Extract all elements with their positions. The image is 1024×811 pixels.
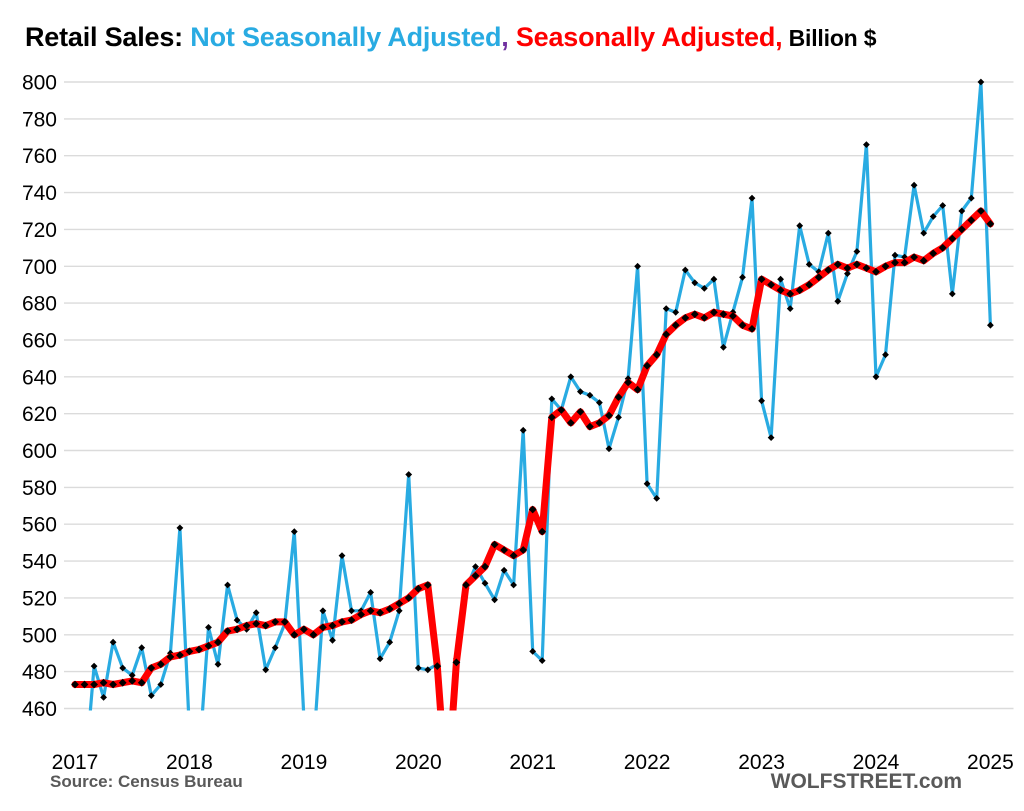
y-tick-label: 760 [22, 145, 57, 168]
y-tick-label: 640 [22, 366, 57, 389]
y-tick-label: 740 [22, 182, 57, 205]
nsa-line-markers [90, 78, 994, 701]
sa-line-markers [71, 207, 995, 689]
x-tick-label: 2018 [166, 751, 213, 774]
y-tick-label: 600 [22, 440, 57, 463]
nsa-line [88, 80, 993, 711]
x-tick-label: 2020 [395, 751, 442, 774]
y-tick-label: 460 [22, 698, 57, 721]
y-tick-label: 620 [22, 403, 57, 426]
y-tick-label: 660 [22, 330, 57, 353]
chart-title: Retail Sales: Not Seasonally Adjusted, S… [25, 22, 876, 53]
y-tick-label: 700 [22, 256, 57, 279]
x-tick-label: 2022 [624, 751, 671, 774]
nsa-line-group [88, 78, 994, 711]
y-tick-label: 580 [22, 477, 57, 500]
title-segment-3: Seasonally Adjusted, [508, 22, 783, 52]
y-tick-label: 800 [22, 72, 57, 95]
y-tick-label: 720 [22, 219, 57, 242]
chart-footer: Source: Census Bureau WOLFSTREET.com [0, 768, 1024, 798]
x-tick-label: 2021 [509, 751, 556, 774]
title-segment-1: Not Seasonally Adjusted [190, 22, 502, 52]
y-tick-label: 780 [22, 108, 57, 131]
x-tick-label: 2025 [967, 751, 1014, 774]
y-tick-label: 520 [22, 587, 57, 610]
title-segment-4: Billion $ [782, 25, 877, 51]
y-tick-label: 500 [22, 624, 57, 647]
sa-line-group [71, 207, 995, 711]
y-tick-label: 680 [22, 293, 57, 316]
x-tick-label: 2019 [281, 751, 328, 774]
title-segment-2: , [501, 22, 509, 52]
x-tick-label: 2023 [738, 751, 785, 774]
title-segment-0: Retail Sales: [25, 22, 191, 52]
brand-text: WOLFSTREET.com [770, 770, 962, 793]
gridlines [64, 81, 1014, 710]
x-tick-label: 2024 [853, 751, 900, 774]
source-text: Source: Census Bureau [50, 772, 243, 791]
y-tick-label: 540 [22, 551, 57, 574]
x-tick-label: 2017 [52, 751, 99, 774]
y-tick-label: 480 [22, 661, 57, 684]
x-axis-labels: 2017 2018 2019 2020 2021 2022 2023 2024 2025 [52, 751, 1014, 774]
y-axis-labels: 460 480 500 520 540 560 580 600 620 640 660 680 700 7… [22, 72, 57, 722]
y-tick-label: 560 [22, 514, 57, 537]
